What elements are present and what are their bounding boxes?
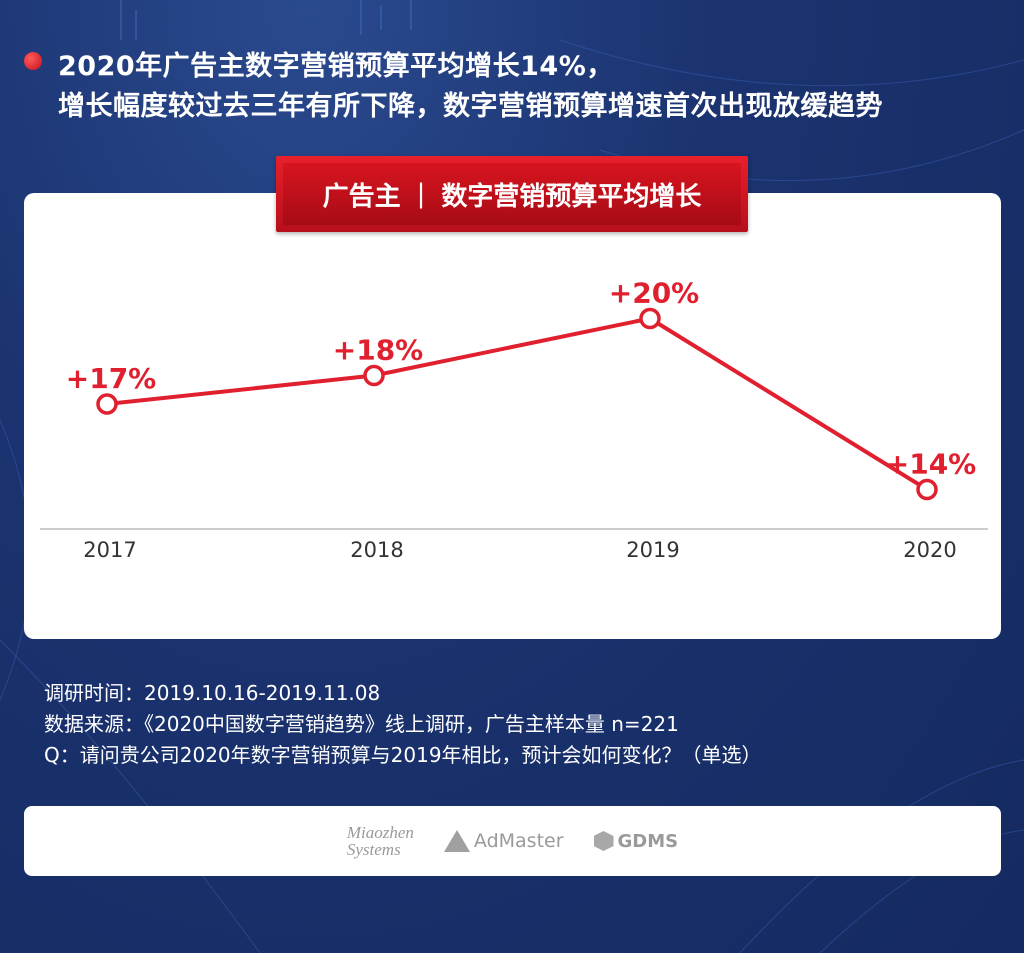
logo-bar: Miaozhen Systems AdMaster GDMS [24,806,1001,876]
gdms-hexagon-icon [593,831,614,851]
badge-separator: | [416,179,426,209]
admaster-logo: AdMaster [443,830,564,852]
survey-question: Q：请问贵公司2020年数字营销预算与2019年相比，预计会如何变化？（单选） [44,743,762,767]
miaozhen-logo-line-1: Miaozhen [346,823,414,842]
badge-right-label: 数字营销预算平均增长 [441,181,702,212]
admaster-logo-text: AdMaster [473,830,564,852]
chart-card [24,193,1001,639]
headline-line-2: 增长幅度较过去三年有所下降，数字营销预算增速首次出现放缓趋势 [58,91,883,122]
headline-line-1: 2020年广告主数字营销预算平均增长14%， [58,51,614,82]
survey-time: 调研时间：2019.10.16-2019.11.08 [44,681,381,705]
data-source: 数据来源：《2020中国数字营销趋势》线上调研，广告主样本量 n=221 [44,712,679,736]
miaozhen-logo: Miaozhen Systems [347,824,414,858]
bullet-dot-icon [24,52,42,70]
admaster-triangle-icon [443,830,470,852]
chart-title-badge: 广告主 | 数字营销预算平均增长 [276,156,748,232]
survey-notes: 调研时间：2019.10.16-2019.11.08 数据来源：《2020中国数… [44,678,762,771]
gdms-logo: GDMS [593,830,679,852]
gdms-logo-text: GDMS [617,830,679,852]
badge-left-label: 广告主 [322,181,401,212]
miaozhen-logo-line-2: Systems [346,840,401,859]
